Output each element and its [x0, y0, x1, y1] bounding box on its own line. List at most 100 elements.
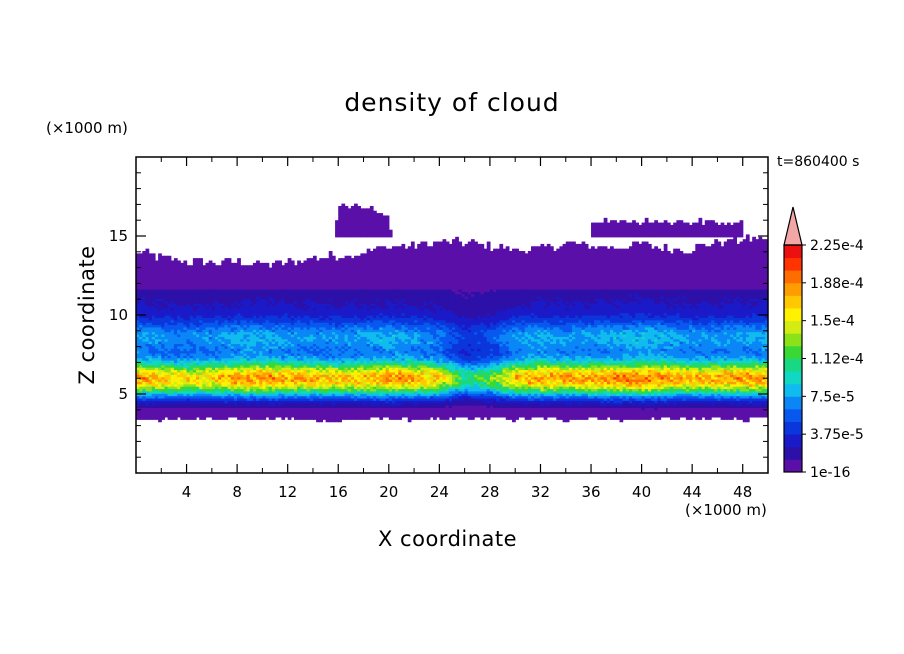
density-cell [192, 390, 197, 394]
density-cell [177, 286, 181, 290]
density-cell [151, 293, 156, 297]
density-cell [151, 378, 156, 382]
density-cell [139, 326, 143, 330]
density-cell [145, 336, 150, 340]
density-cell [189, 279, 194, 283]
density-cell [180, 400, 184, 404]
density-cell [180, 262, 184, 266]
density-cell [189, 362, 194, 366]
density-cell [177, 378, 181, 382]
density-cell [161, 291, 166, 295]
density-cell [167, 303, 172, 307]
density-cell [167, 326, 172, 330]
density-cell [192, 293, 197, 297]
density-cell [136, 253, 140, 257]
density-cell [154, 343, 159, 347]
density-cell [161, 329, 166, 333]
density-cell [164, 376, 169, 380]
density-cell [145, 265, 150, 269]
density-cell [148, 409, 153, 413]
density-cell [170, 310, 175, 314]
density-cell [145, 407, 150, 411]
density-cell [158, 300, 162, 304]
density-cell [161, 407, 166, 411]
density-cell [148, 367, 153, 371]
density-cell [142, 331, 147, 335]
density-cell [161, 262, 166, 266]
density-cell [142, 360, 147, 363]
density-cell [154, 307, 159, 311]
density-cell [170, 279, 175, 283]
density-cell [154, 260, 159, 264]
density-cell [164, 333, 169, 337]
density-cell [173, 414, 178, 418]
density-cell [148, 307, 153, 311]
density-cell [154, 412, 159, 416]
density-cell [164, 272, 169, 276]
density-cell [167, 393, 172, 397]
density-cell [170, 286, 175, 290]
density-cell [154, 352, 159, 356]
density-cell [183, 315, 188, 318]
density-cell [180, 291, 184, 295]
density-cell [142, 416, 147, 420]
density-cell [158, 267, 162, 271]
density-cell [142, 388, 147, 392]
density-cell [183, 267, 188, 271]
density-cell [154, 315, 159, 318]
density-cell [173, 378, 178, 382]
cloud-density-field [136, 203, 768, 423]
density-cell [145, 338, 150, 342]
density-cell [192, 355, 197, 359]
density-cell [161, 383, 166, 387]
density-cell [161, 416, 166, 420]
density-cell [136, 352, 140, 356]
density-cell [167, 371, 172, 375]
density-cell [145, 357, 150, 361]
density-cell [164, 405, 169, 409]
density-cell [186, 300, 191, 304]
density-cell [173, 369, 178, 373]
density-cell [139, 255, 143, 259]
density-cell [164, 260, 169, 264]
density-cell [148, 341, 153, 345]
density-cell [167, 376, 172, 380]
density-cell [142, 352, 147, 356]
density-cell [180, 338, 184, 342]
density-cell [173, 364, 178, 368]
density-cell [139, 277, 143, 281]
density-cell [151, 279, 156, 283]
density-cell [192, 383, 197, 387]
density-cell [177, 319, 181, 323]
density-cell [154, 281, 159, 285]
density-cell [154, 336, 159, 340]
density-cell [158, 338, 162, 342]
density-cell [183, 414, 188, 418]
density-cell [158, 378, 162, 382]
density-cell [180, 305, 184, 309]
density-cell [142, 296, 147, 300]
density-cell [158, 258, 162, 262]
density-cell [161, 319, 166, 323]
density-cell [237, 258, 241, 262]
density-cell [154, 338, 159, 342]
density-cell [154, 324, 159, 328]
density-cell [189, 374, 194, 378]
density-cell [136, 371, 140, 375]
density-cell [173, 350, 178, 354]
density-cell [136, 298, 140, 302]
density-cell [177, 374, 181, 378]
density-cell [186, 374, 191, 378]
density-cell [151, 371, 156, 375]
density-cell [145, 281, 150, 285]
density-cell [148, 298, 153, 302]
density-cell [192, 397, 197, 401]
density-cell [158, 397, 162, 401]
density-cell [154, 369, 159, 373]
density-cell [170, 374, 175, 378]
density-cell [158, 393, 162, 397]
density-cell [136, 402, 140, 406]
density-cell [164, 378, 169, 382]
density-cell [158, 326, 162, 330]
density-cell [180, 329, 184, 333]
